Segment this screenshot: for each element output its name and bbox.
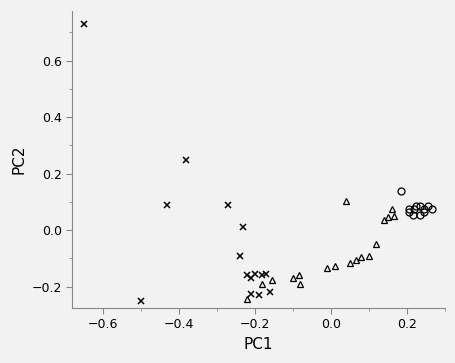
- Y-axis label: PC2: PC2: [11, 145, 26, 174]
- X-axis label: PC1: PC1: [243, 337, 273, 352]
